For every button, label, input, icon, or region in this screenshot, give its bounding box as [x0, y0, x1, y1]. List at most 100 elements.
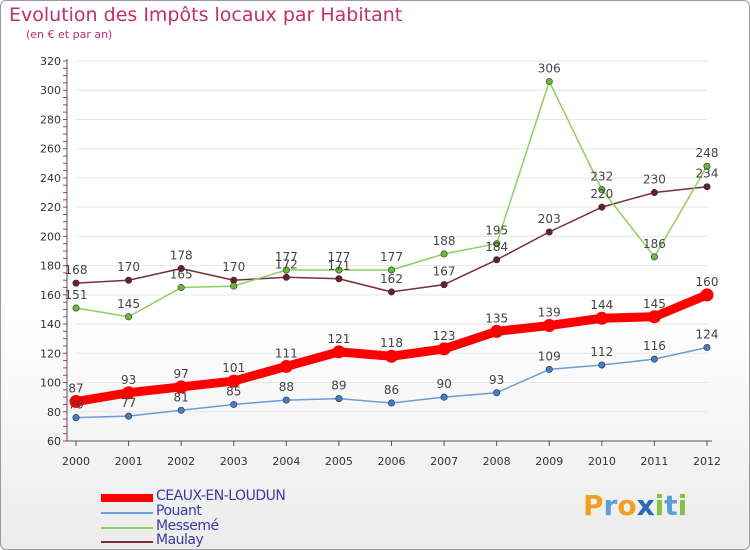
y-tick-label: 260	[40, 143, 61, 156]
data-label: 112	[590, 345, 613, 359]
legend-label-messeme: Messemé	[156, 518, 219, 534]
chart-title: Evolution des Impôts locaux par Habitant	[9, 4, 403, 26]
data-label: 234	[696, 167, 719, 181]
y-tick-label: 120	[40, 347, 61, 360]
data-label: 124	[696, 327, 719, 341]
data-point	[545, 365, 553, 373]
data-label: 87	[68, 382, 83, 396]
data-label: 165	[170, 268, 193, 282]
data-label: 186	[643, 237, 666, 251]
data-point	[437, 342, 451, 356]
data-point	[335, 266, 343, 274]
data-label: 76	[68, 398, 83, 412]
data-label: 144	[590, 298, 613, 312]
data-point	[125, 276, 133, 284]
logo-letter: i	[677, 489, 688, 522]
data-point	[282, 266, 290, 274]
proxiti-logo: Proxiti	[583, 489, 687, 522]
data-point	[177, 284, 185, 292]
data-point	[230, 276, 238, 284]
data-label: 86	[384, 383, 399, 397]
data-label: 230	[643, 173, 666, 187]
data-label: 118	[380, 336, 403, 350]
data-label: 90	[436, 377, 451, 391]
data-point	[700, 288, 714, 302]
data-point	[598, 203, 606, 211]
data-point	[542, 319, 556, 333]
data-point	[122, 386, 136, 400]
x-tick-label: 2001	[115, 455, 143, 468]
y-tick-label: 240	[40, 172, 61, 185]
data-point	[650, 253, 658, 261]
y-tick-label: 80	[47, 406, 61, 419]
x-tick-label: 2009	[535, 455, 563, 468]
data-point	[125, 313, 133, 321]
data-point	[335, 395, 343, 403]
data-point	[282, 273, 290, 281]
legend-swatch-maulay	[101, 541, 153, 543]
data-label: 184	[485, 240, 508, 254]
logo-letter: i	[654, 489, 665, 522]
x-tick-label: 2005	[325, 455, 353, 468]
x-tick-label: 2006	[378, 455, 406, 468]
x-tick-label: 2010	[588, 455, 616, 468]
data-point	[282, 396, 290, 404]
data-point	[493, 389, 501, 397]
chart-subtitle: (en € et par an)	[26, 28, 113, 41]
x-tick-label: 2003	[220, 455, 248, 468]
data-point	[440, 281, 448, 289]
data-label: 203	[538, 212, 561, 226]
data-point	[387, 399, 395, 407]
data-label: 162	[380, 272, 403, 286]
legend-label-ceaux-en-loudun: CEAUX-EN-LOUDUN	[156, 488, 286, 504]
legend-label-maulay: Maulay	[156, 532, 204, 548]
data-label: 171	[327, 259, 350, 273]
data-point	[230, 282, 238, 290]
data-label: 168	[65, 263, 88, 277]
data-point	[125, 412, 133, 420]
data-label: 172	[275, 257, 298, 271]
x-tick-label: 2004	[272, 455, 300, 468]
data-label: 135	[485, 311, 508, 325]
x-tick-label: 2000	[62, 455, 90, 468]
data-point	[72, 304, 80, 312]
data-label: 248	[696, 146, 719, 160]
data-point	[279, 359, 293, 373]
x-tick-label: 2008	[483, 455, 511, 468]
data-label: 93	[489, 373, 504, 387]
data-label: 145	[643, 297, 666, 311]
data-point	[650, 355, 658, 363]
data-point	[69, 395, 83, 409]
y-tick-label: 300	[40, 84, 61, 97]
data-point	[227, 374, 241, 388]
x-tick-label: 2012	[693, 455, 721, 468]
y-tick-label: 220	[40, 201, 61, 214]
data-label: 81	[174, 390, 189, 404]
data-label: 170	[117, 260, 140, 274]
data-label: 89	[331, 379, 346, 393]
data-label: 85	[226, 384, 241, 398]
data-label: 151	[65, 288, 88, 302]
y-tick-label: 280	[40, 113, 61, 126]
legend-label-pouant: Pouant	[156, 503, 202, 519]
data-label: 188	[433, 234, 456, 248]
data-point	[647, 310, 661, 324]
data-label: 177	[380, 250, 403, 264]
data-point	[595, 311, 609, 325]
data-label: 177	[327, 250, 350, 264]
data-point	[703, 183, 711, 191]
x-tick-label: 2011	[640, 455, 668, 468]
data-label: 170	[222, 260, 245, 274]
data-label: 160	[696, 275, 719, 289]
data-point	[72, 414, 80, 422]
data-point	[650, 189, 658, 197]
logo-letter: t	[664, 489, 678, 522]
data-point	[440, 393, 448, 401]
data-point	[440, 250, 448, 258]
legend-swatch-pouant	[101, 512, 153, 514]
data-label: 123	[433, 329, 456, 343]
data-label: 232	[590, 170, 613, 184]
data-label: 306	[538, 61, 561, 75]
data-point	[493, 240, 501, 248]
